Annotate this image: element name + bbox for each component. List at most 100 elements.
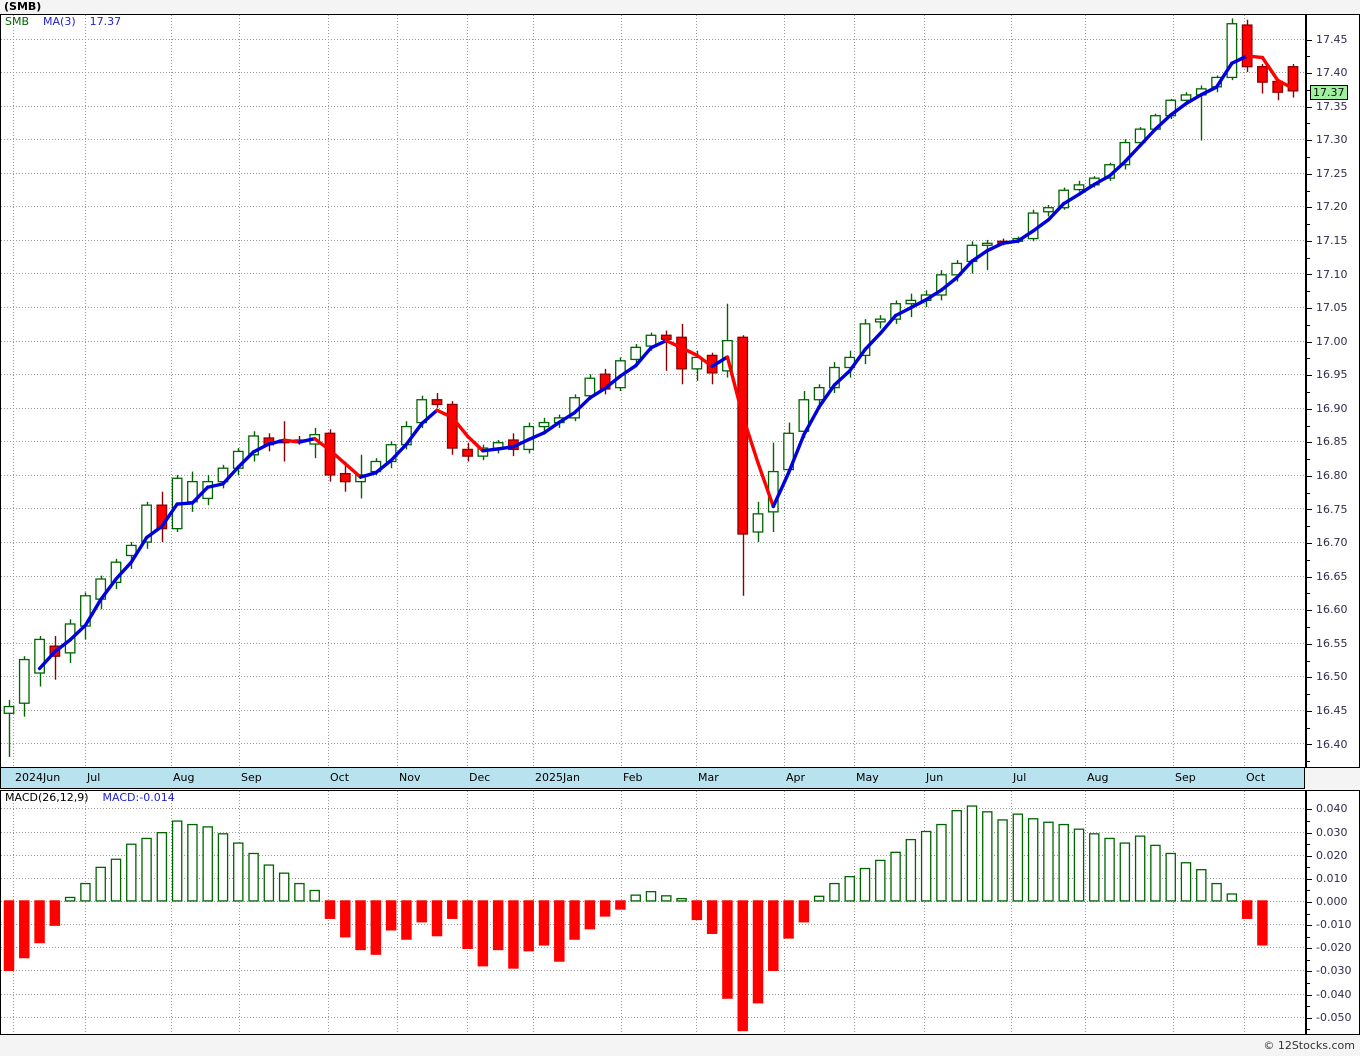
date-axis-label: Sep <box>1175 771 1196 784</box>
macd-axis-minor-tick <box>1307 867 1310 868</box>
price-axis-minor-tick <box>1307 560 1310 561</box>
price-axis-tick <box>1307 308 1312 309</box>
price-axis-tick <box>1307 711 1312 712</box>
price-axis-tick <box>1307 207 1312 208</box>
price-axis-minor-tick <box>1307 661 1310 662</box>
price-axis-label: 16.45 <box>1316 703 1348 717</box>
window-title-bar: (SMB) <box>0 0 1360 14</box>
macd-axis-label: 0.020 <box>1316 848 1348 862</box>
price-axis-tick <box>1307 610 1312 611</box>
footer-bar: © 12Stocks.com <box>0 1035 1360 1056</box>
price-axis-tick <box>1307 644 1312 645</box>
macd-axis-label: 0.040 <box>1316 802 1348 816</box>
price-axis-label: 16.85 <box>1316 435 1348 449</box>
macd-axis-label: -0.030 <box>1316 964 1352 978</box>
price-axis-minor-tick <box>1307 426 1310 427</box>
price-axis-label: 17.20 <box>1316 200 1348 214</box>
price-axis-label: 16.65 <box>1316 569 1348 583</box>
price-axis-minor-tick <box>1307 459 1310 460</box>
price-axis-minor-tick <box>1307 728 1310 729</box>
page-title: (SMB) <box>4 0 42 13</box>
macd-axis-label: -0.050 <box>1316 1010 1352 1024</box>
price-chart-panel[interactable]: SMB MA(3) 17.37 <box>0 14 1305 768</box>
price-axis-tick <box>1307 476 1312 477</box>
price-axis-label: 16.75 <box>1316 502 1348 516</box>
macd-axis-minor-tick <box>1307 914 1310 915</box>
price-axis-tick <box>1307 375 1312 376</box>
macd-axis-label: -0.040 <box>1316 987 1352 1001</box>
date-axis-label: Nov <box>399 771 421 784</box>
macd-axis-label: -0.010 <box>1316 918 1352 932</box>
macd-axis-minor-tick <box>1307 890 1310 891</box>
price-axis-tick <box>1307 40 1312 41</box>
price-axis-label: 17.30 <box>1316 133 1348 147</box>
legend-symbol: SMB <box>5 15 30 28</box>
price-axis-minor-tick <box>1307 526 1310 527</box>
legend-ma-label: MA(3) <box>43 15 76 28</box>
price-axis-tick <box>1307 442 1312 443</box>
date-axis-label: Dec <box>469 771 491 784</box>
price-axis-tick <box>1307 342 1312 343</box>
price-candlestick-svg <box>1 15 1304 767</box>
price-axis-minor-tick <box>1307 157 1310 158</box>
price-axis-minor-tick <box>1307 358 1310 359</box>
price-axis-label: 16.95 <box>1316 368 1348 382</box>
price-axis-label: 17.40 <box>1316 66 1348 80</box>
price-axis-minor-tick <box>1307 392 1310 393</box>
macd-axis-tick <box>1307 948 1312 949</box>
price-axis-tick <box>1307 409 1312 410</box>
price-axis-tick <box>1307 274 1312 275</box>
macd-axis-tick <box>1307 925 1312 926</box>
date-axis-label: Aug <box>1087 771 1109 784</box>
date-axis-label: Mar <box>698 771 719 784</box>
date-axis-label: Jun <box>926 771 944 784</box>
price-axis-tick <box>1307 140 1312 141</box>
price-axis-label: 17.45 <box>1316 32 1348 46</box>
price-axis-minor-tick <box>1307 224 1310 225</box>
legend-macd-value: MACD:-0.014 <box>102 791 175 804</box>
macd-chart-panel[interactable]: MACD(26,12,9) MACD:-0.014 <box>0 790 1305 1035</box>
price-legend: SMB MA(3) 17.37 <box>5 16 121 28</box>
date-axis-label: Jul <box>87 771 101 784</box>
macd-axis-tick <box>1307 809 1312 810</box>
date-axis-label: 2024Jun <box>15 771 61 784</box>
date-axis-label: Jul <box>1013 771 1027 784</box>
macd-histogram-svg <box>1 791 1304 1034</box>
price-axis-label: 16.70 <box>1316 536 1348 550</box>
macd-axis-label: -0.020 <box>1316 941 1352 955</box>
price-axis-minor-tick <box>1307 593 1310 594</box>
macd-axis-label: 0.010 <box>1316 871 1348 885</box>
price-axis-label: 16.55 <box>1316 636 1348 650</box>
price-axis-tick <box>1307 543 1312 544</box>
macd-axis-minor-tick <box>1307 821 1310 822</box>
macd-axis-tick <box>1307 902 1312 903</box>
price-axis-minor-tick <box>1307 56 1310 57</box>
price-axis-minor-tick <box>1307 493 1310 494</box>
price-axis-tick <box>1307 241 1312 242</box>
price-axis-minor-tick <box>1307 761 1310 762</box>
price-axis-tick <box>1307 744 1312 745</box>
price-axis-minor-tick <box>1307 291 1310 292</box>
macd-axis-tick <box>1307 879 1312 880</box>
price-axis-minor-tick <box>1307 123 1310 124</box>
date-axis-label: Apr <box>786 771 806 784</box>
macd-axis-minor-tick <box>1307 983 1310 984</box>
price-y-axis: 17.45 17.40 17.35 17.30 17.25 17.20 17.15 17.10… <box>1305 14 1360 768</box>
macd-axis-label: 0.030 <box>1316 825 1348 839</box>
price-axis-label: 17.35 <box>1316 99 1348 113</box>
macd-axis-minor-tick <box>1307 1029 1310 1030</box>
date-axis-label: Aug <box>173 771 195 784</box>
price-axis-label: 16.80 <box>1316 468 1348 482</box>
date-axis-label: Oct <box>1246 771 1266 784</box>
macd-y-axis: 0.040 0.030 0.020 0.010 0.000 -0.010 -0.020 -0.… <box>1305 790 1360 1035</box>
macd-axis-tick <box>1307 833 1312 834</box>
macd-axis-minor-tick <box>1307 844 1310 845</box>
price-axis-tick <box>1307 677 1312 678</box>
price-axis-label: 16.40 <box>1316 737 1348 751</box>
price-axis-label: 16.60 <box>1316 603 1348 617</box>
price-axis-label: 16.50 <box>1316 670 1348 684</box>
price-axis-label: 17.00 <box>1316 334 1348 348</box>
macd-axis-minor-tick <box>1307 937 1310 938</box>
macd-axis-minor-tick <box>1307 1006 1310 1007</box>
macd-axis-label: 0.000 <box>1316 894 1348 908</box>
